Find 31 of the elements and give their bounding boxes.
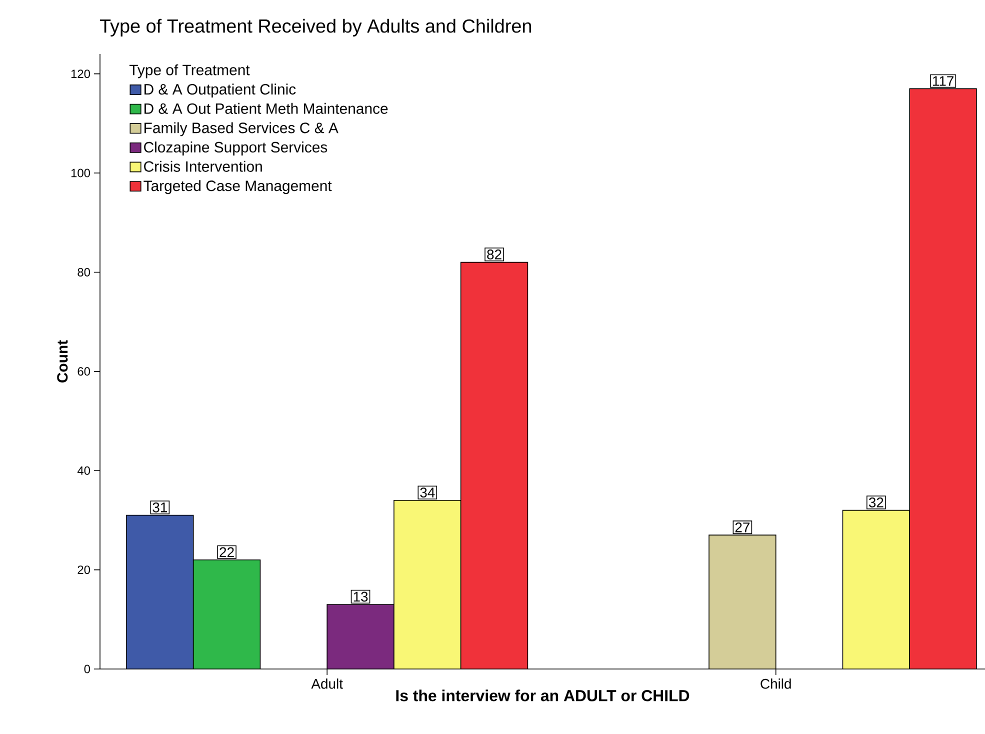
legend-label: Clozapine Support Services (144, 142, 328, 156)
y-tick-label: 20 (78, 566, 90, 574)
data-label: 117 (932, 76, 954, 86)
y-tick-label: 60 (78, 367, 90, 376)
y-tick-label: 0 (84, 664, 90, 674)
x-tick-label: Child (760, 678, 791, 689)
bar (909, 88, 977, 669)
legend-label: Family Based Services C & A (144, 122, 338, 136)
y-axis-title: Count (57, 340, 68, 382)
y-tick-label: 100 (71, 168, 90, 178)
legend-label: D & A Out Patient Meth Maintenance (144, 102, 388, 114)
y-tick-label: 80 (78, 268, 90, 276)
data-label: 31 (152, 502, 167, 512)
data-label: 22 (220, 547, 234, 557)
y-tick-label: 40 (77, 466, 90, 475)
data-label: 27 (735, 522, 750, 532)
y-tick-label: 120 (71, 70, 90, 78)
bar (394, 500, 461, 669)
data-label: 82 (487, 250, 502, 260)
data-label: 34 (420, 488, 435, 498)
x-axis-title: Is the interview for an ADULT or CHILD (396, 690, 690, 702)
x-tick-label: Adult (311, 678, 343, 689)
chart-title: Type of Treatment Received by Adults and Children (100, 18, 532, 36)
data-label: 13 (354, 592, 368, 602)
legend-label: D & A Outpatient Clinic (144, 84, 296, 98)
legend-label: Crisis Intervention (144, 160, 262, 172)
legend-title: Type of Treatment (129, 64, 250, 78)
bar (842, 510, 910, 669)
data-label: 32 (868, 498, 884, 508)
bar (460, 262, 528, 669)
legend-label: Targeted Case Management (144, 180, 332, 194)
